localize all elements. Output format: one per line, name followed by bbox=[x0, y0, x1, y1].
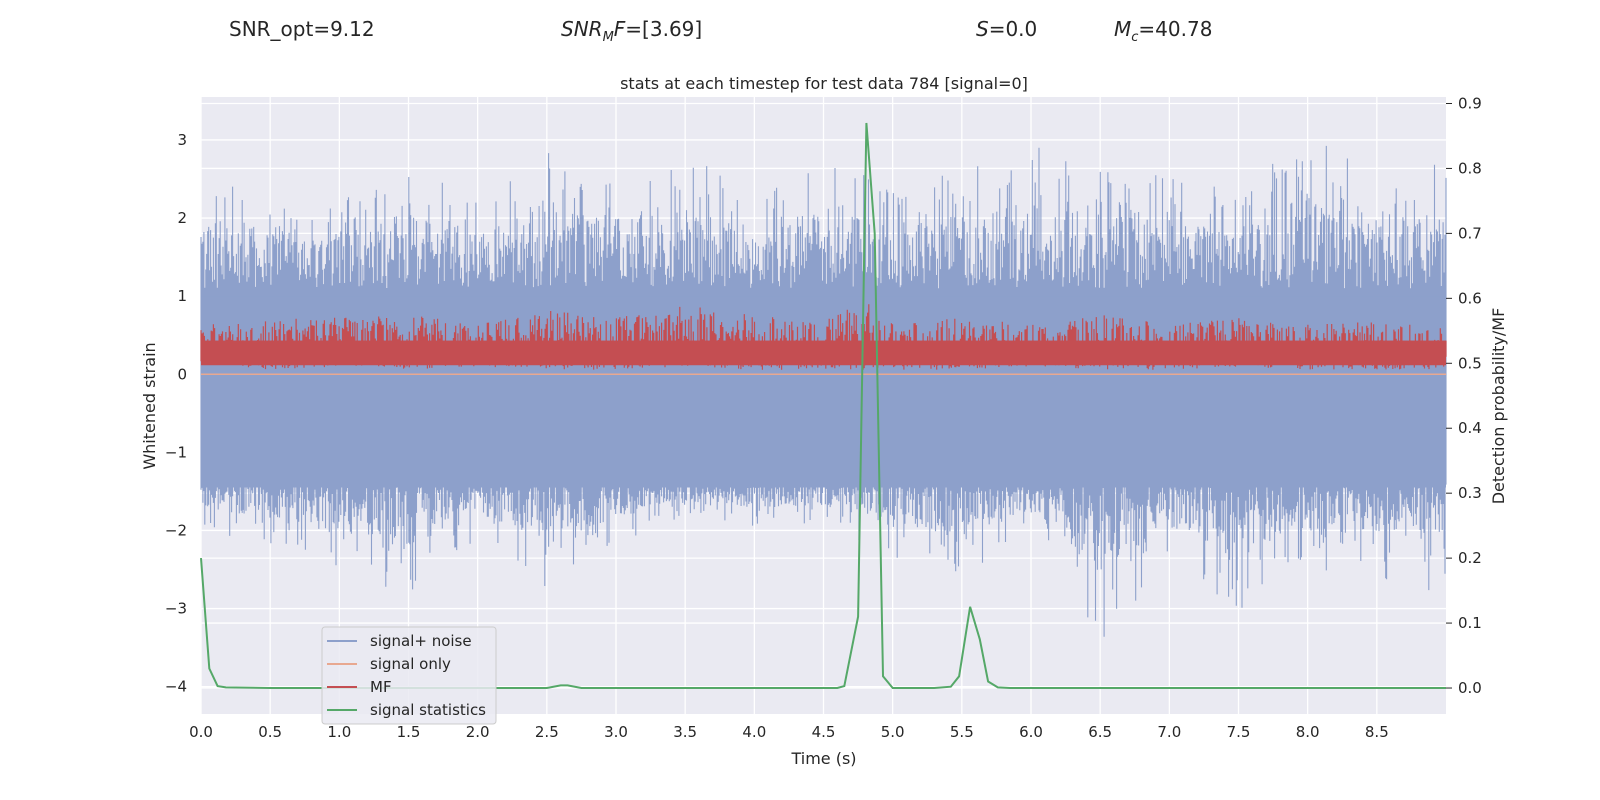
y-tick-label: 2 bbox=[177, 209, 187, 227]
y2-tick-label: 0.1 bbox=[1458, 614, 1482, 632]
mc-label: Mc=40.78 bbox=[1114, 17, 1212, 45]
snr-opt-label: SNR_opt=9.12 bbox=[229, 17, 375, 41]
legend-label-mf: MF bbox=[370, 678, 392, 696]
mc-sub: c bbox=[1131, 30, 1139, 45]
s-name: S bbox=[976, 17, 989, 41]
y2-tick-label: 0.6 bbox=[1458, 289, 1482, 307]
y-tick-label: −4 bbox=[165, 678, 187, 696]
y-tick-label: 3 bbox=[177, 131, 187, 149]
y2-tick-label: 0.8 bbox=[1458, 159, 1482, 177]
mf-series bbox=[200, 304, 1447, 370]
legend: signal+ noise signal only MF signal stat… bbox=[321, 626, 497, 725]
x-tick-label: 5.5 bbox=[950, 723, 974, 741]
legend-label-stats: signal statistics bbox=[370, 701, 486, 719]
y-tick-label: 1 bbox=[177, 287, 187, 305]
y2-tick-label: 0.7 bbox=[1458, 224, 1482, 242]
x-tick-label: 4.0 bbox=[742, 723, 766, 741]
x-tick-label: 3.0 bbox=[604, 723, 628, 741]
noise-core bbox=[201, 296, 1446, 488]
x-tick-label: 8.5 bbox=[1365, 723, 1389, 741]
legend-box bbox=[321, 626, 497, 725]
mc-value: =40.78 bbox=[1138, 17, 1213, 41]
x-tick-label: 7.5 bbox=[1227, 723, 1251, 741]
snr-mf-value: =[3.69] bbox=[625, 17, 703, 41]
y2-tick-label: 0.4 bbox=[1458, 419, 1482, 437]
x-tick-label: 5.0 bbox=[881, 723, 905, 741]
x-tick-label: 2.5 bbox=[535, 723, 559, 741]
snr-mf-tail: F bbox=[613, 17, 626, 41]
x-tick-label: 1.5 bbox=[397, 723, 421, 741]
x-tick-labels: 0.0 0.5 1.0 1.5 2.0 2.5 3.0 3.5 4.0 4.5 5.0 5.5 6.0 6… bbox=[189, 723, 1389, 741]
y2-tick-label: 0.2 bbox=[1458, 549, 1482, 567]
chart-title: stats at each timestep for test data 784… bbox=[620, 74, 1028, 93]
legend-label-signal: signal only bbox=[370, 655, 451, 673]
y-tick-label: −3 bbox=[165, 600, 187, 618]
x-tick-label: 3.5 bbox=[673, 723, 697, 741]
s-value: =0.0 bbox=[988, 17, 1038, 41]
y2-tick-label: 0.5 bbox=[1458, 354, 1482, 372]
y-axis-label: Whitened strain bbox=[140, 342, 159, 469]
legend-label-noise: signal+ noise bbox=[370, 632, 472, 650]
x-tick-label: 4.5 bbox=[812, 723, 836, 741]
y-tick-labels: 3 2 1 0 −1 −2 −3 −4 bbox=[165, 131, 187, 696]
snr-mf-name: SNR bbox=[561, 17, 603, 41]
y2-tick-label: 0.3 bbox=[1458, 484, 1482, 502]
x-tick-label: 7.0 bbox=[1157, 723, 1181, 741]
y-tick-label: −1 bbox=[165, 443, 187, 461]
y2-tick-label: 0.0 bbox=[1458, 679, 1482, 697]
x-tick-label: 0.0 bbox=[189, 723, 213, 741]
x-tick-label: 0.5 bbox=[258, 723, 282, 741]
y-tick-label: −2 bbox=[165, 521, 187, 539]
snr-mf-label: SNRMF=[3.69] bbox=[561, 17, 702, 45]
snr-mf-sub: M bbox=[602, 30, 614, 45]
y2-tick-labels: 0.9 0.8 0.7 0.6 0.5 0.4 0.3 0.2 0.1 0.0 bbox=[1446, 94, 1482, 697]
y2-tick-label: 0.9 bbox=[1458, 94, 1482, 112]
y2-axis-label: Detection probability/MF bbox=[1489, 308, 1508, 505]
x-tick-label: 6.5 bbox=[1088, 723, 1112, 741]
y-tick-label: 0 bbox=[177, 365, 187, 383]
x-tick-label: 6.0 bbox=[1019, 723, 1043, 741]
s-label: S=0.0 bbox=[976, 17, 1037, 41]
mc-name: M bbox=[1114, 17, 1132, 41]
x-tick-label: 2.0 bbox=[466, 723, 490, 741]
x-tick-label: 8.0 bbox=[1296, 723, 1320, 741]
mf-core bbox=[201, 340, 1446, 366]
x-axis-label: Time (s) bbox=[790, 749, 856, 768]
x-tick-label: 1.0 bbox=[327, 723, 351, 741]
